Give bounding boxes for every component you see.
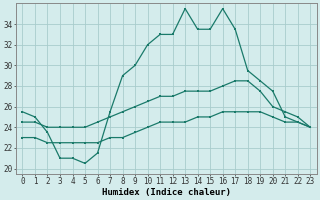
X-axis label: Humidex (Indice chaleur): Humidex (Indice chaleur) <box>102 188 231 197</box>
